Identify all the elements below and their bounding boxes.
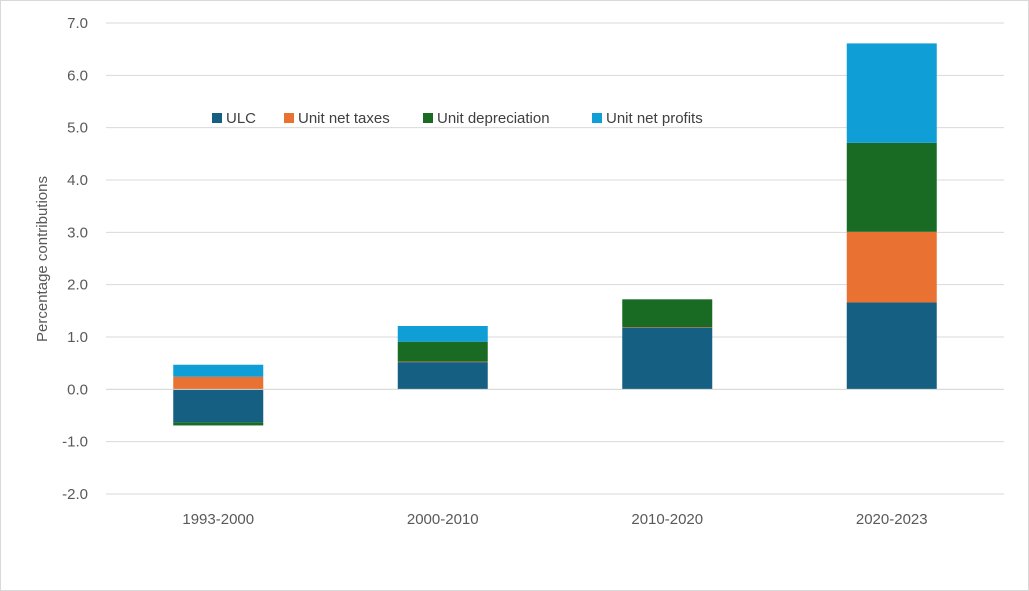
bar-segment	[846, 43, 937, 143]
x-tick-label: 2010-2020	[631, 511, 703, 528]
bar-segment	[173, 364, 264, 377]
bar-segment	[173, 422, 264, 426]
y-tick-label: 0.0	[67, 381, 88, 398]
y-tick-label: -1.0	[62, 434, 88, 451]
x-tick-label: 2020-2023	[856, 511, 928, 528]
legend-swatch	[284, 113, 294, 123]
bar-segment	[173, 389, 264, 423]
y-tick-label: -2.0	[62, 486, 88, 503]
legend-label: Unit depreciation	[437, 110, 550, 127]
legend-label: ULC	[226, 110, 256, 127]
legend-swatch	[423, 113, 433, 123]
bar-segment	[846, 142, 937, 232]
x-tick-label: 1993-2000	[182, 511, 254, 528]
bar-stacks	[106, 43, 1004, 426]
bar-segment	[622, 327, 713, 328]
bar-segment	[846, 302, 937, 390]
bar-segment	[622, 327, 713, 390]
bar-segment	[622, 299, 713, 328]
y-tick-label: 3.0	[67, 224, 88, 241]
legend-label: Unit net taxes	[298, 110, 390, 127]
bar-segment	[173, 376, 264, 390]
y-tick-label: 1.0	[67, 329, 88, 346]
bar-segment	[397, 341, 488, 362]
y-tick-label: 2.0	[67, 277, 88, 294]
y-tick-label: 7.0	[67, 15, 88, 32]
legend-label: Unit net profits	[606, 110, 703, 127]
y-axis-title: Percentage contributions	[34, 176, 51, 342]
bar-segment	[397, 326, 488, 342]
bar-segment	[846, 231, 937, 303]
y-tick-label: 5.0	[67, 120, 88, 137]
x-axis-tick-labels: 1993-2000 2000-2010 2010-2020 2020-2023	[182, 511, 927, 528]
y-tick-label: 4.0	[67, 172, 88, 189]
legend-swatch	[212, 113, 222, 123]
legend: ULC Unit net taxes Unit depreciation Unit n…	[212, 110, 703, 127]
bar-segment	[397, 362, 488, 390]
y-tick-label: 6.0	[67, 67, 88, 84]
y-axis-tick-labels: -2.0 -1.0 0.0 1.0 2.0 3.0 4.0 5.0 6.0 7.0	[62, 15, 88, 503]
bar-segment	[397, 361, 488, 363]
x-tick-label: 2000-2010	[407, 511, 479, 528]
legend-swatch	[592, 113, 602, 123]
